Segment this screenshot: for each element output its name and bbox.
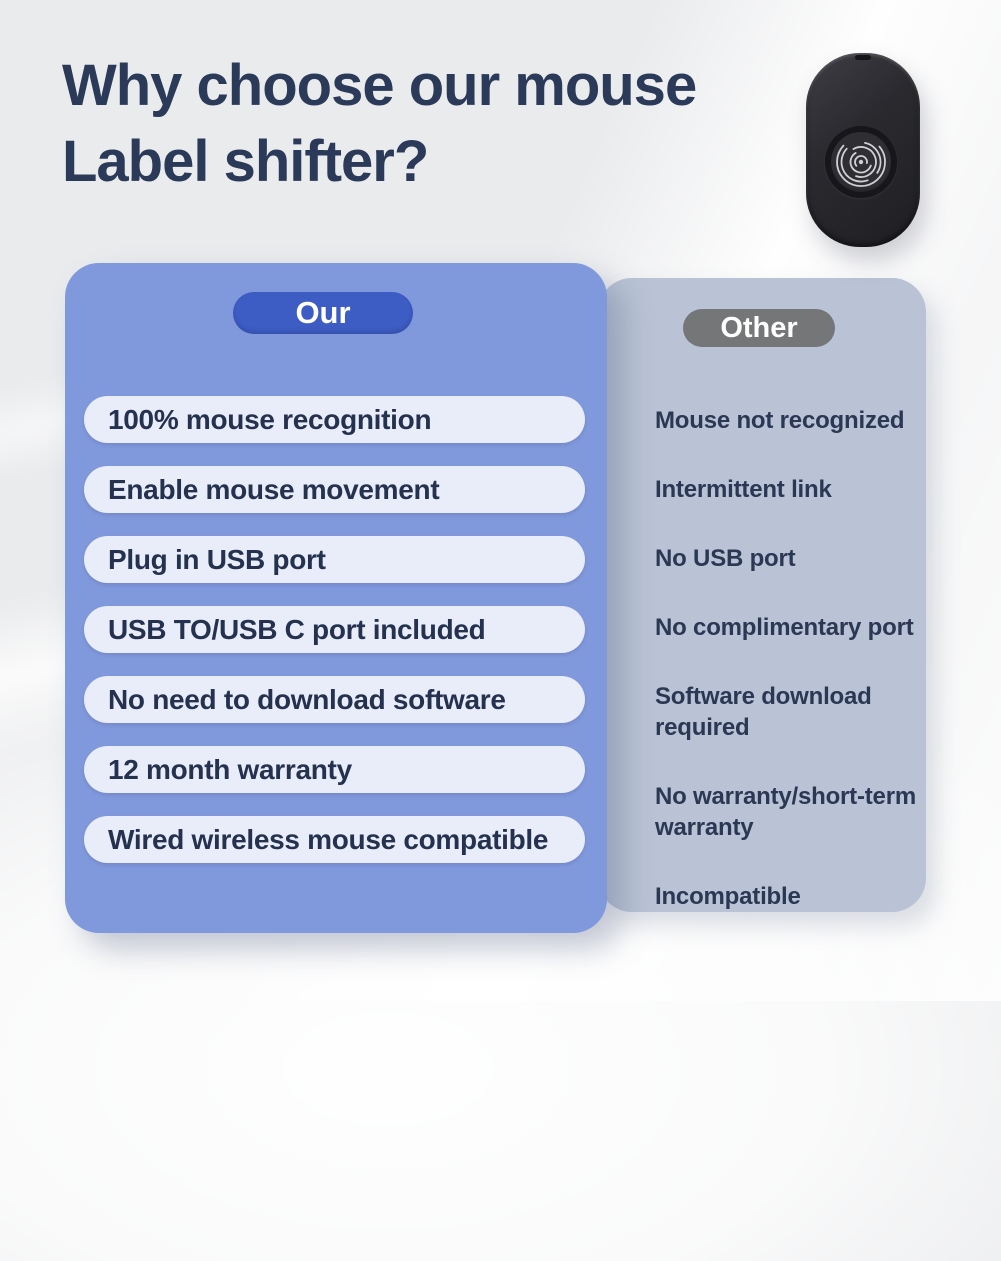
our-badge-label: Our bbox=[295, 295, 351, 330]
page-title-line1: Why choose our mouse bbox=[62, 53, 697, 118]
our-feature-pill: 12 month warranty bbox=[84, 746, 585, 793]
other-badge-label: Other bbox=[720, 311, 798, 344]
other-item-list: Mouse not recognized Intermittent link N… bbox=[655, 405, 917, 912]
our-feature-pill: USB TO/USB C port included bbox=[84, 606, 585, 653]
device-notch bbox=[855, 55, 871, 60]
our-panel: Our 100% mouse recognition Enable mouse … bbox=[65, 263, 607, 933]
page-title-line2: Label shifter? bbox=[62, 129, 429, 194]
our-feature-pill: No need to download software bbox=[84, 676, 585, 723]
our-feature-pill: Wired wireless mouse compatible bbox=[84, 816, 585, 863]
device-touch-pad bbox=[825, 126, 897, 198]
mouse-jiggler-image bbox=[806, 53, 920, 247]
other-panel: Other Mouse not recognized Intermittent … bbox=[598, 278, 926, 912]
other-item: No warranty/short-term warranty bbox=[655, 783, 916, 841]
our-feature-pill: Plug in USB port bbox=[84, 536, 585, 583]
our-badge: Our bbox=[233, 292, 413, 334]
spiral-pattern-icon bbox=[836, 137, 886, 187]
page-title: Why choose our mouse Label shifter? bbox=[62, 48, 697, 200]
other-badge: Other bbox=[683, 309, 835, 347]
our-feature-pill: Enable mouse movement bbox=[84, 466, 585, 513]
our-feature-pill: 100% mouse recognition bbox=[84, 396, 585, 443]
other-item: No complimentary port bbox=[655, 614, 914, 641]
other-item: Intermittent link bbox=[655, 476, 832, 503]
other-item: No USB port bbox=[655, 545, 796, 572]
other-item: Incompatible bbox=[655, 883, 801, 910]
other-item: Mouse not recognized bbox=[655, 407, 905, 434]
other-item: Software download required bbox=[655, 683, 872, 741]
our-feature-list: 100% mouse recognition Enable mouse move… bbox=[65, 396, 607, 863]
